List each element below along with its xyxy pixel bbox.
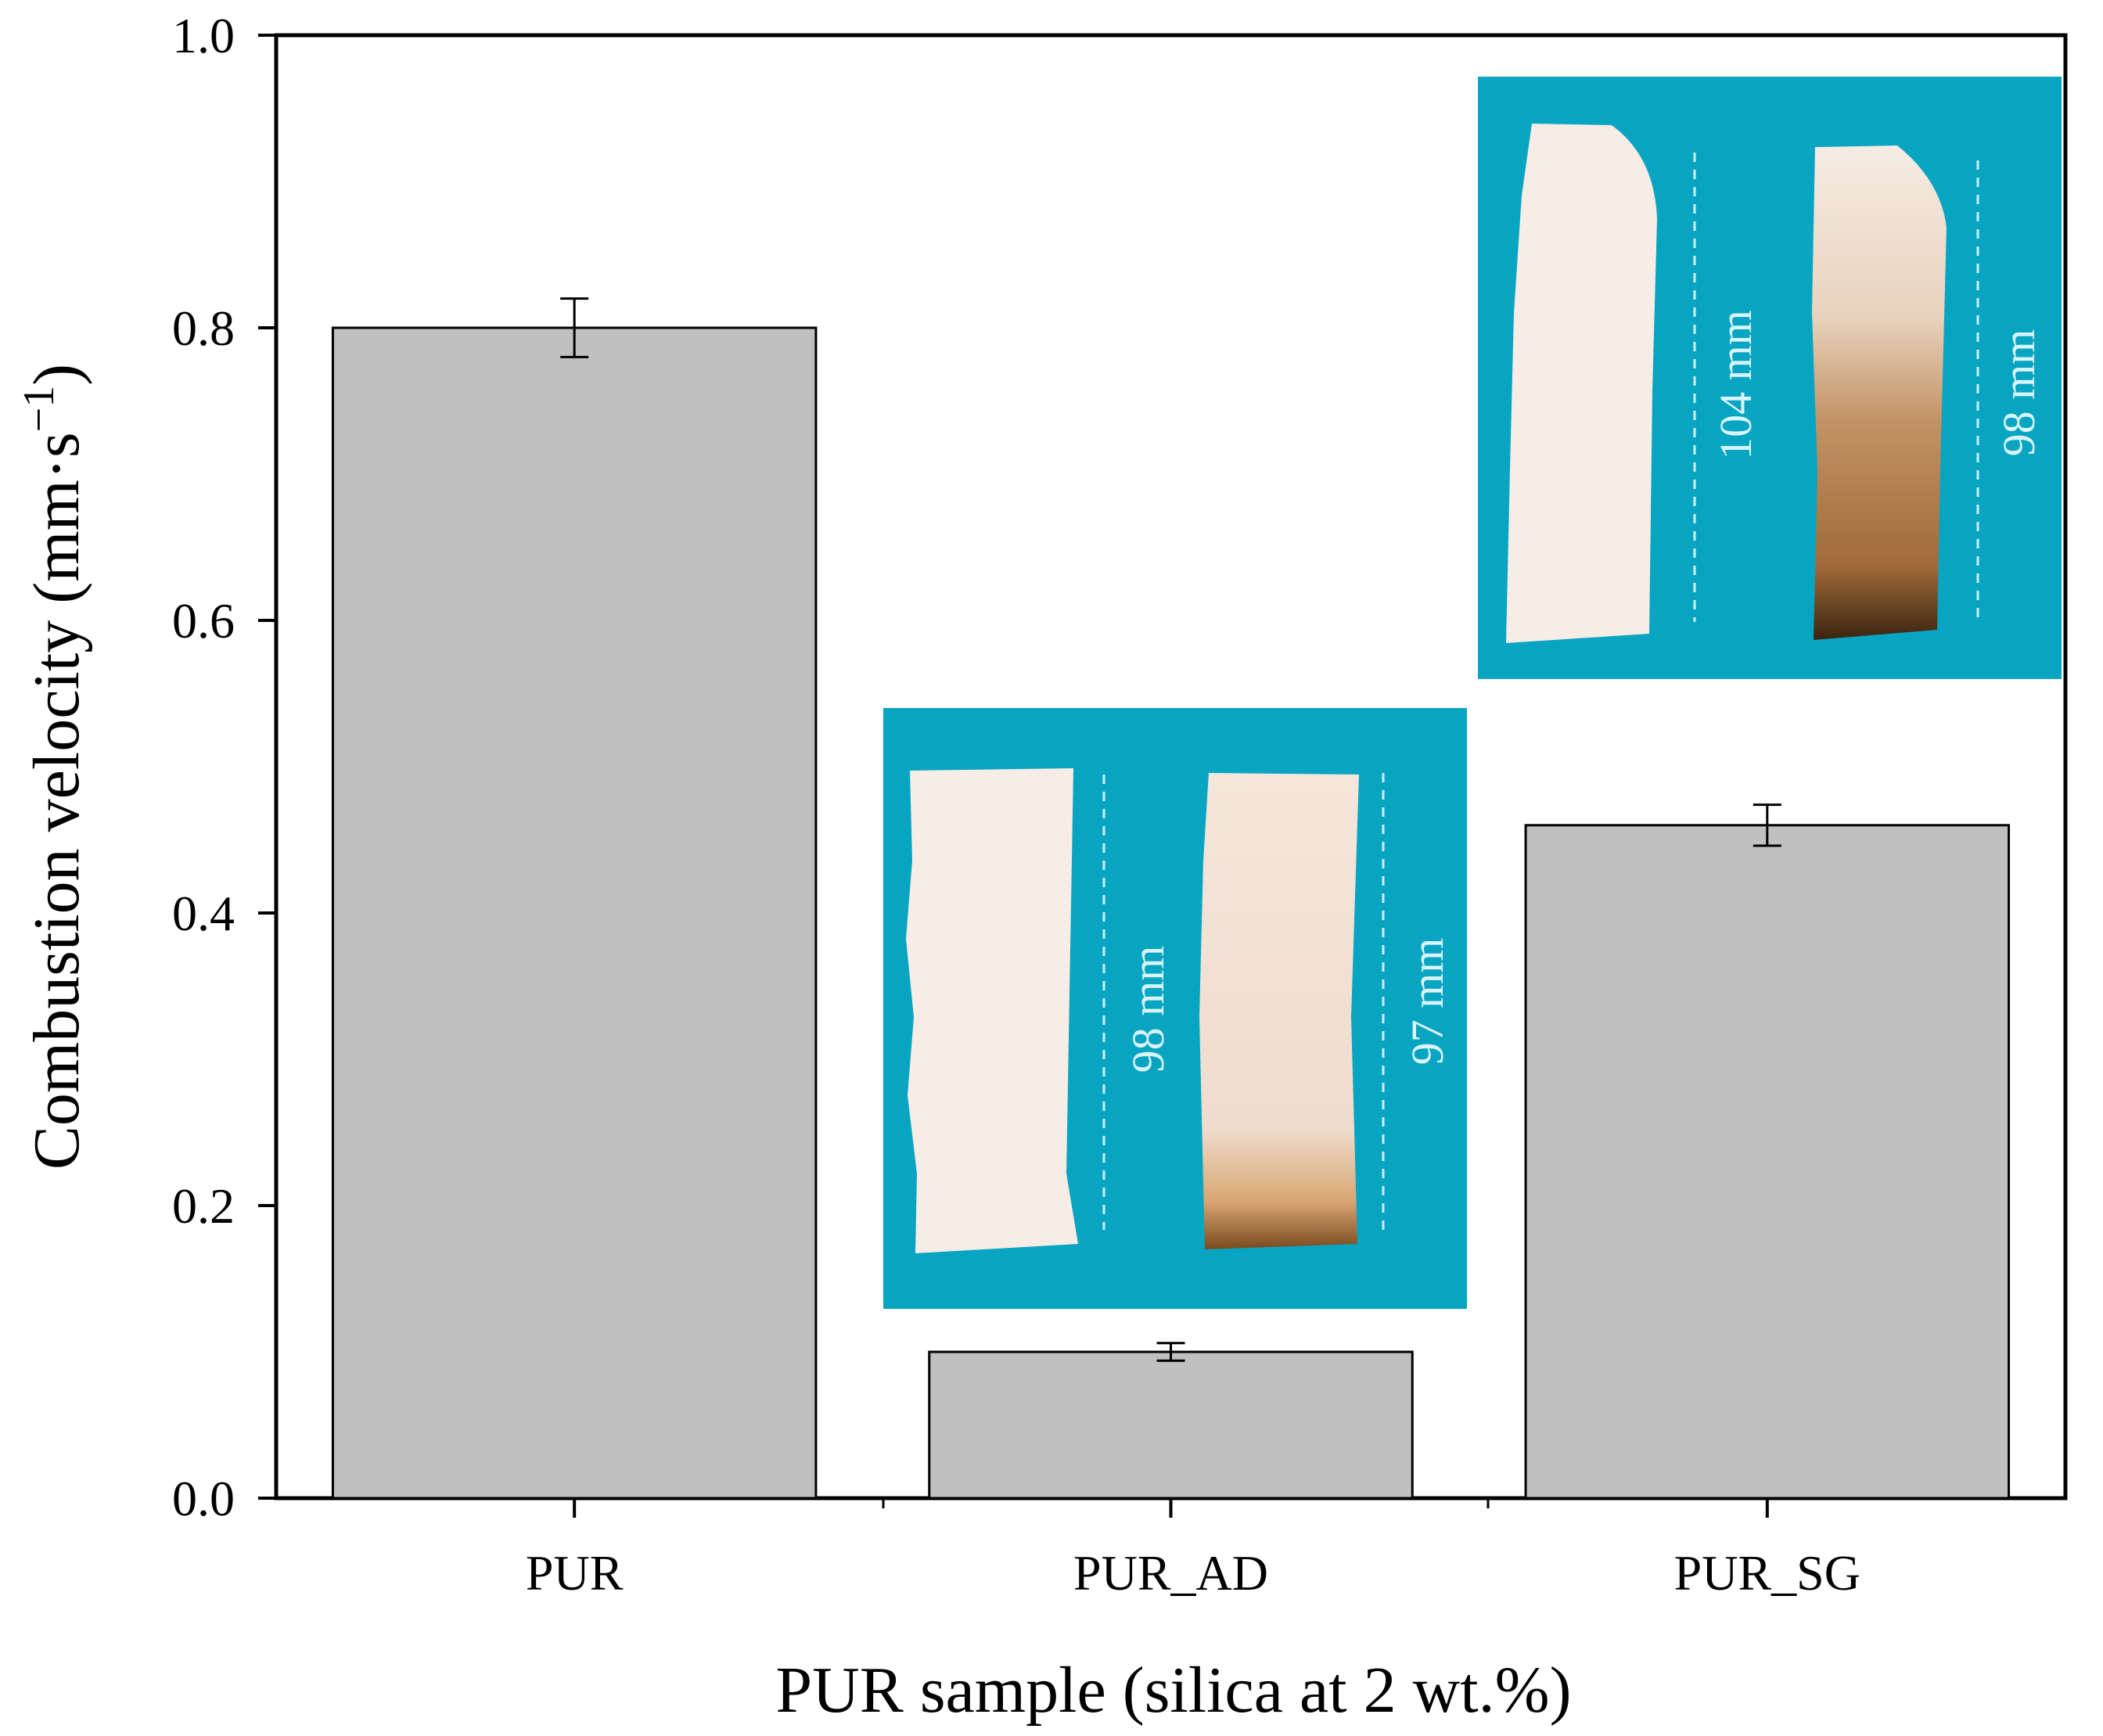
x-axis-title: PUR sample (silica at 2 wt.%) bbox=[775, 1654, 1571, 1727]
y-tick-label: 0.6 bbox=[172, 593, 235, 649]
inset-photo-pur-sg: 104 mm 98 mm bbox=[1478, 77, 2062, 679]
y-axis-title-text: Combustion velocity (mm·s bbox=[20, 432, 93, 1170]
bar-pur-ad bbox=[928, 1350, 1414, 1500]
foam-sample-charred bbox=[1812, 146, 1947, 640]
error-bar-pur-sg bbox=[1752, 803, 1781, 847]
foam-sample-charred bbox=[1199, 773, 1359, 1249]
x-tick-label: PUR_AD bbox=[1073, 1545, 1268, 1601]
bar-pur bbox=[331, 326, 818, 1500]
x-tick-label: PUR_SG bbox=[1674, 1545, 1860, 1601]
error-bar-pur bbox=[560, 297, 589, 358]
inset-label-98mm: 98 mm bbox=[1993, 329, 2044, 457]
x-axis: PUR PUR_AD PUR_SG bbox=[526, 1498, 1860, 1601]
x-tick-label: PUR bbox=[526, 1545, 624, 1601]
y-tick-label: 0.2 bbox=[172, 1178, 235, 1234]
foam-sample-white bbox=[906, 768, 1078, 1253]
inset-photo-pur-ad: 98 mm 97 mm bbox=[883, 708, 1467, 1309]
bar-pur-sg bbox=[1524, 824, 2011, 1500]
y-tick-label: 1.0 bbox=[172, 8, 235, 63]
y-tick-label: 0.0 bbox=[172, 1471, 235, 1526]
foam-sample-white bbox=[1506, 124, 1657, 643]
inset-label-98mm: 98 mm bbox=[1123, 946, 1174, 1073]
inset-label-104mm: 104 mm bbox=[1710, 310, 1761, 460]
error-bar-pur-ad bbox=[1156, 1342, 1185, 1362]
y-axis-title: Combustion velocity (mm·s−1) bbox=[15, 364, 93, 1170]
inset-label-97mm: 97 mm bbox=[1402, 938, 1453, 1066]
y-tick-label: 0.4 bbox=[172, 886, 235, 941]
y-axis-title-exponent: −1 bbox=[15, 386, 63, 433]
y-tick-label: 0.8 bbox=[172, 300, 235, 356]
y-axis: 0.0 0.2 0.4 0.6 0.8 1.0 bbox=[172, 8, 276, 1526]
y-axis-title-close: ) bbox=[20, 364, 93, 386]
